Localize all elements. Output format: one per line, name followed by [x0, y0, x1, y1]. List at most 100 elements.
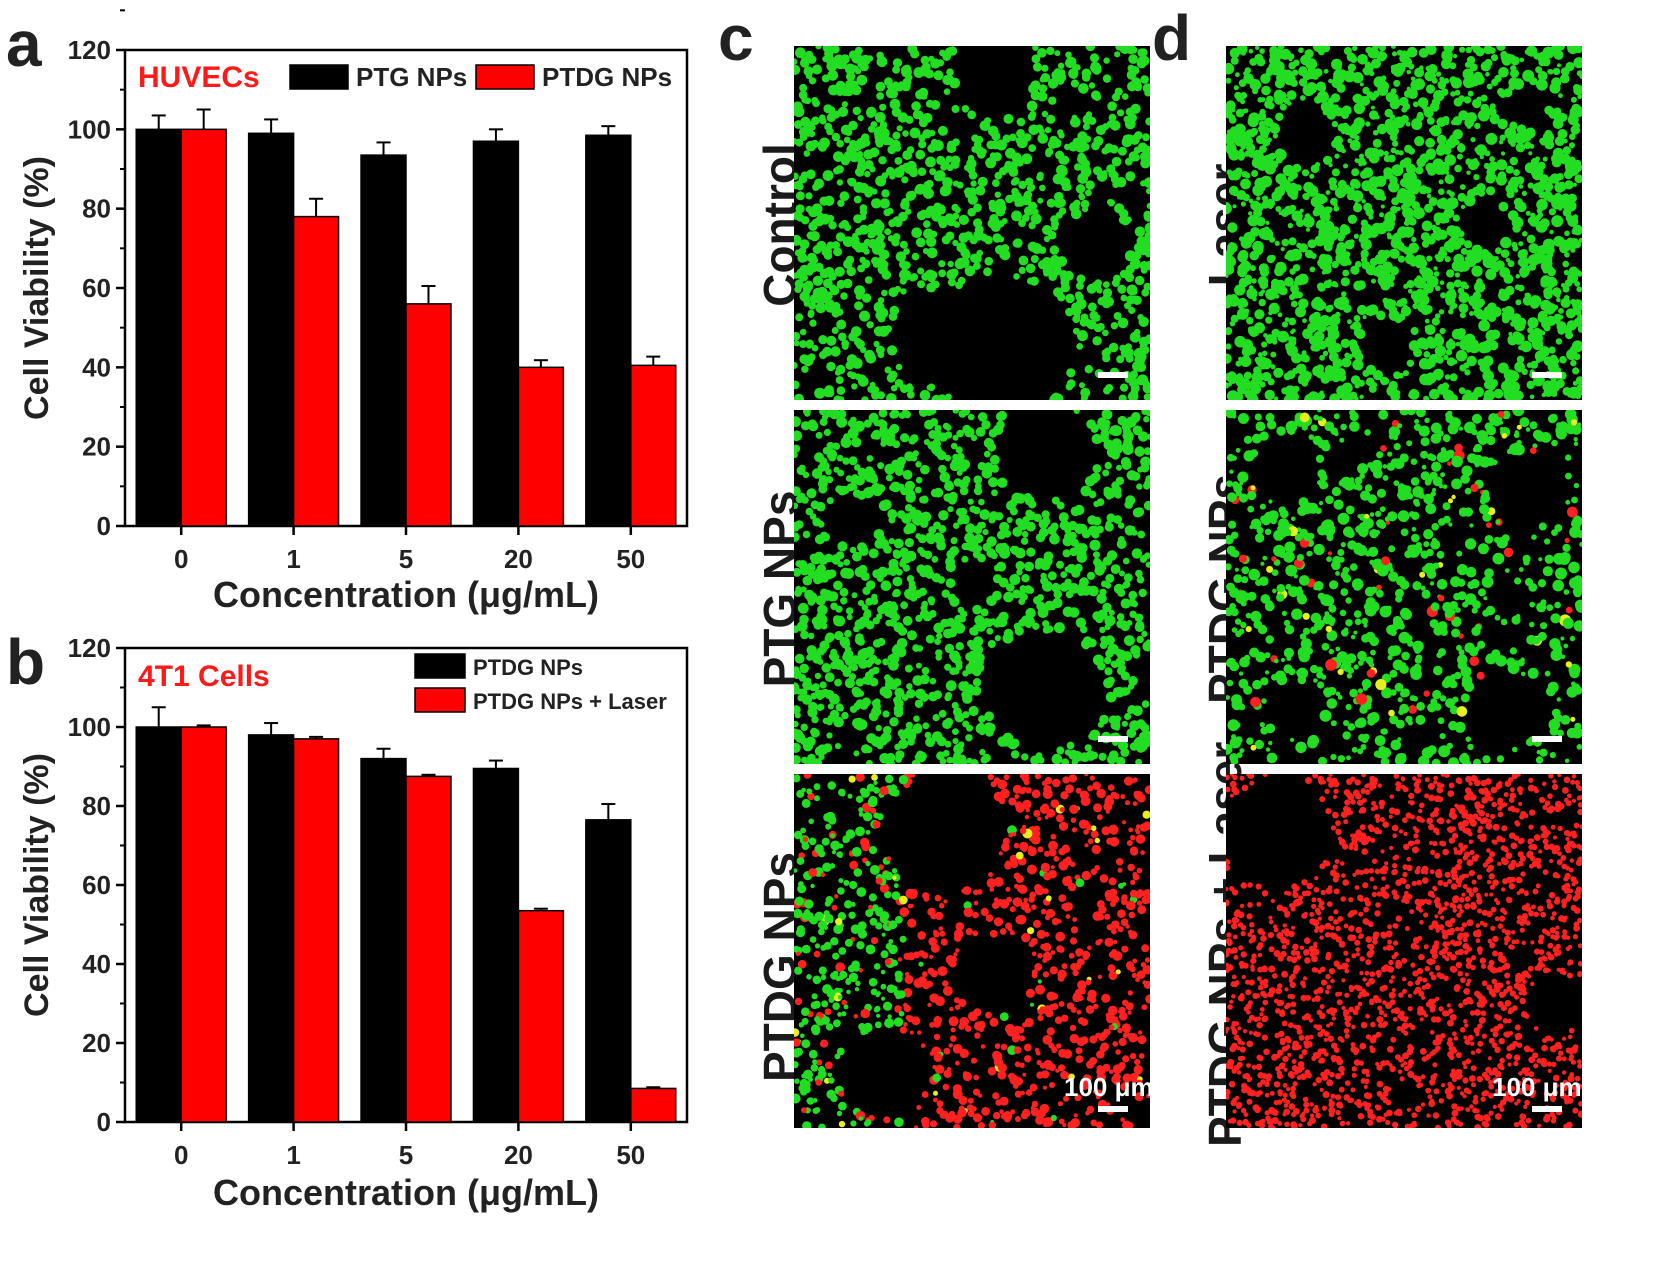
cell — [967, 639, 975, 648]
cell — [1421, 240, 1430, 248]
cell — [1460, 204, 1466, 209]
cell — [812, 99, 820, 108]
cell — [946, 75, 954, 82]
cell — [982, 529, 989, 536]
cell — [794, 502, 799, 509]
cell — [1087, 785, 1094, 792]
cell — [1145, 994, 1150, 1004]
cell — [1065, 590, 1074, 599]
cell — [884, 366, 892, 374]
cell — [881, 996, 886, 1001]
x-tick-label: 0 — [174, 544, 188, 574]
cell — [886, 856, 892, 862]
cell — [1135, 569, 1143, 578]
cell — [994, 635, 1001, 642]
cell — [798, 674, 807, 682]
cell — [1126, 840, 1133, 846]
cell — [1491, 78, 1499, 86]
cell — [914, 486, 922, 494]
cell — [986, 723, 996, 733]
cell — [819, 117, 827, 125]
cell — [1037, 816, 1042, 821]
cell — [836, 364, 846, 375]
cell — [930, 970, 938, 978]
cell — [988, 872, 994, 878]
cell — [1350, 122, 1362, 135]
cell — [1558, 308, 1564, 314]
cell — [1087, 302, 1097, 312]
cell — [1101, 993, 1111, 1003]
cell — [1333, 282, 1339, 288]
bar-ptdg-nps — [630, 364, 677, 527]
cell — [935, 649, 943, 657]
cell — [1145, 561, 1150, 568]
cell — [869, 807, 877, 814]
cell — [906, 390, 915, 399]
cell — [1314, 300, 1325, 311]
cell — [1039, 184, 1046, 192]
cell — [1044, 815, 1049, 820]
cell — [1010, 860, 1019, 869]
cell — [837, 887, 845, 895]
cell — [878, 156, 887, 165]
cell — [1247, 345, 1257, 355]
cell — [1424, 324, 1436, 336]
cell — [1486, 166, 1492, 172]
cell — [1406, 359, 1415, 367]
cell — [1458, 303, 1469, 314]
cell — [1036, 173, 1044, 182]
cell — [943, 88, 951, 95]
cell — [1113, 274, 1121, 283]
cell — [977, 522, 984, 529]
cell — [1108, 877, 1117, 886]
cell — [1226, 143, 1237, 155]
cell — [1517, 221, 1523, 226]
cell — [1424, 318, 1430, 324]
cell — [989, 929, 998, 938]
cell — [1058, 1048, 1068, 1058]
cell — [808, 868, 818, 877]
cell — [835, 551, 845, 560]
cell — [1061, 1014, 1069, 1022]
cell — [933, 1097, 938, 1103]
cell — [905, 384, 914, 393]
cell — [1134, 1036, 1139, 1041]
cell — [1089, 1035, 1098, 1044]
cell — [853, 964, 860, 972]
cell — [1506, 190, 1515, 199]
cell — [1124, 713, 1132, 720]
cell — [1042, 1121, 1049, 1128]
cell — [1541, 392, 1546, 398]
cell — [868, 893, 877, 902]
cell — [1316, 282, 1325, 291]
cell — [1076, 1037, 1086, 1047]
cell — [1233, 85, 1239, 91]
cell — [892, 58, 903, 68]
cell — [1108, 951, 1116, 958]
cell — [842, 278, 853, 289]
cell — [1403, 220, 1410, 227]
cell — [1089, 729, 1101, 741]
cell — [1015, 196, 1026, 207]
cell — [1040, 73, 1051, 83]
cell — [830, 833, 835, 838]
cell — [1226, 62, 1235, 75]
cell — [895, 993, 902, 1000]
cell — [880, 969, 886, 975]
cell — [1261, 85, 1271, 96]
cell — [909, 510, 919, 520]
cell — [968, 658, 979, 669]
cell — [1277, 330, 1289, 343]
cell — [1108, 1024, 1115, 1031]
cell — [832, 1002, 840, 1010]
cell — [1042, 1085, 1047, 1090]
cell — [951, 105, 960, 113]
cell — [906, 689, 916, 699]
cell — [1230, 56, 1239, 65]
cell — [1309, 266, 1316, 273]
cell — [952, 1044, 963, 1054]
cell — [823, 251, 833, 260]
cell — [1417, 111, 1424, 119]
cell — [877, 314, 886, 323]
cell — [1103, 386, 1111, 395]
